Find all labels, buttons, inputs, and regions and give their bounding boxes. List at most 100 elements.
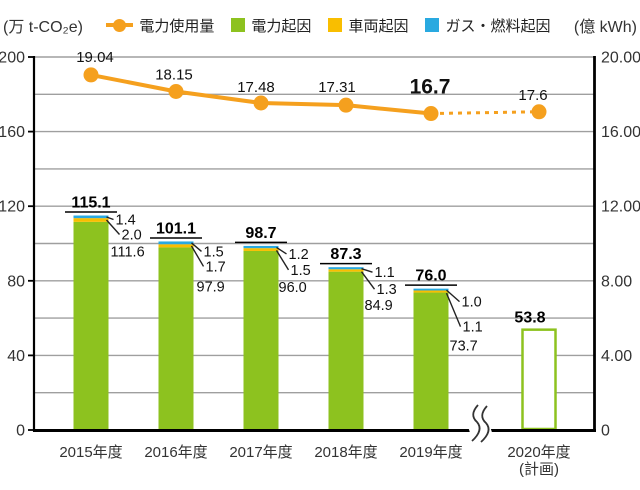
legend-label: 電力起因 [251, 17, 312, 35]
vehicle-value-label: 1.3 [377, 282, 397, 298]
legend-item-vehicle: 車両起因 [328, 15, 408, 36]
line-value-label: 17.6 [518, 87, 547, 104]
leader-line-gas [191, 242, 202, 252]
leader-line-gas [446, 289, 460, 303]
vehicle-value-label: 1.5 [291, 263, 311, 279]
left-axis-tick-label: 160 [0, 124, 25, 141]
x-axis-label: 2018年度 [314, 444, 377, 461]
left-axis-tick-label: 120 [0, 199, 25, 216]
leader-line-gas [361, 268, 373, 273]
chart-header: (万 t-CO₂e) 電力使用量 電力起因 車両起因 ガス・燃料起因 (億 kW… [0, 13, 640, 37]
leader-line-vehicle [360, 271, 376, 290]
line-series-marker [168, 84, 184, 100]
legend-item-line-series: 電力使用量 [106, 15, 214, 36]
bar-segment-車両起因 [73, 218, 109, 222]
left-axis-tick-label: 80 [7, 273, 25, 290]
gas-value-label: 1.4 [116, 213, 136, 229]
right-axis-tick-label: 8.00 [601, 273, 632, 290]
axis-break-mark [471, 404, 481, 442]
electricity-value-label: 96.0 [279, 280, 307, 296]
x-axis-label: 2017年度 [229, 444, 292, 461]
vehicle-value-label: 1.7 [206, 259, 226, 275]
axis-break-mark [480, 405, 490, 443]
legend-item-electricity: 電力起因 [231, 15, 311, 36]
gas-value-label: 1.1 [375, 265, 395, 281]
left-axis-tick-label: 200 [0, 50, 25, 67]
line-value-label: 16.7 [410, 76, 451, 99]
line-series-dotted-path [430, 110, 540, 116]
gas-value-label: 1.5 [204, 244, 224, 260]
vehicle-value-label: 1.1 [463, 320, 483, 336]
bar-segment-電力起因 [328, 271, 364, 430]
bar-segment-ガス・燃料起因 [158, 241, 194, 245]
right-axis-tick-label: 12.00 [601, 199, 640, 216]
line-series-dot-icon [113, 18, 127, 32]
bar-total-label: 115.1 [71, 195, 110, 212]
bar-segment-電力起因 [243, 250, 279, 430]
bar-total-label: 101.1 [156, 220, 196, 237]
legend-label: 電力使用量 [139, 17, 215, 35]
right-axis-title: (億 kWh) [573, 19, 637, 36]
plan-bar-outline [521, 328, 557, 431]
legend-label: ガス・燃料起因 [445, 17, 551, 35]
leader-line-gas [276, 246, 287, 255]
bar-segment-ガス・燃料起因 [243, 245, 279, 249]
line-value-label: 18.15 [155, 67, 193, 84]
bar-segment-ガス・燃料起因 [73, 215, 109, 219]
electricity-value-label: 97.9 [197, 279, 225, 295]
leader-line-vehicle [275, 250, 290, 271]
legend-item-gas-fuel: ガス・燃料起因 [425, 15, 550, 36]
electricity-value-label: 84.9 [365, 298, 393, 314]
leader-line-vehicle [105, 219, 121, 235]
bar-total-label: 53.8 [514, 310, 545, 327]
bar-segment-車両起因 [158, 244, 194, 248]
line-series-marker [338, 97, 354, 113]
bar-segment-電力起因 [158, 247, 194, 430]
right-axis-tick-label: 0 [601, 423, 610, 440]
left-axis-tick-label: 0 [16, 423, 25, 440]
gas-value-label: 1.2 [289, 247, 309, 263]
x-axis-label: 2016年度 [144, 444, 207, 461]
electricity-value-label: 73.7 [450, 339, 478, 355]
bar-segment-ガス・燃料起因 [328, 267, 364, 270]
bar-total-label: 98.7 [245, 225, 276, 242]
right-axis-tick-label: 4.00 [601, 348, 632, 365]
bar-segment-車両起因 [413, 290, 449, 293]
x-axis-label-note: (計画) [519, 461, 559, 478]
line-series-marker [423, 106, 439, 122]
bar-total-label: 76.0 [415, 268, 446, 285]
blue-square-icon [425, 18, 440, 32]
legend-label: 車両起因 [348, 17, 409, 35]
line-series-marker-icon [106, 18, 134, 32]
right-axis-tick-label: 16.00 [601, 124, 640, 141]
left-axis-tick-label: 40 [7, 348, 25, 365]
legend: 電力使用量 電力起因 車両起因 ガス・燃料起因 [106, 15, 550, 36]
right-axis-tick-label: 20.00 [601, 50, 640, 67]
green-square-icon [231, 18, 246, 32]
x-axis-label: 2015年度 [59, 444, 122, 461]
gas-value-label: 1.0 [462, 295, 482, 311]
line-value-label: 17.48 [237, 79, 275, 96]
line-value-label: 17.31 [318, 79, 356, 96]
leader-line-vehicle [445, 292, 462, 327]
leader-line-vehicle [190, 245, 205, 267]
bar-segment-電力起因 [73, 221, 109, 430]
line-series-marker [253, 95, 269, 111]
x-axis-label: 2020年度 [507, 444, 570, 461]
bar-segment-車両起因 [328, 269, 364, 272]
yellow-square-icon [328, 18, 343, 32]
vehicle-value-label: 2.0 [122, 228, 142, 244]
x-axis-label: 2019年度 [399, 444, 462, 461]
line-series-marker [83, 67, 99, 83]
bar-segment-電力起因 [413, 292, 449, 430]
leader-line-gas [106, 216, 114, 221]
bar-segment-車両起因 [243, 248, 279, 251]
electricity-value-label: 111.6 [111, 245, 145, 261]
line-value-label: 19.04 [76, 49, 114, 66]
line-series-marker [531, 104, 547, 120]
bar-segment-ガス・燃料起因 [413, 288, 449, 291]
bar-total-label: 87.3 [330, 246, 361, 263]
left-axis-title: (万 t-CO₂e) [3, 19, 83, 36]
